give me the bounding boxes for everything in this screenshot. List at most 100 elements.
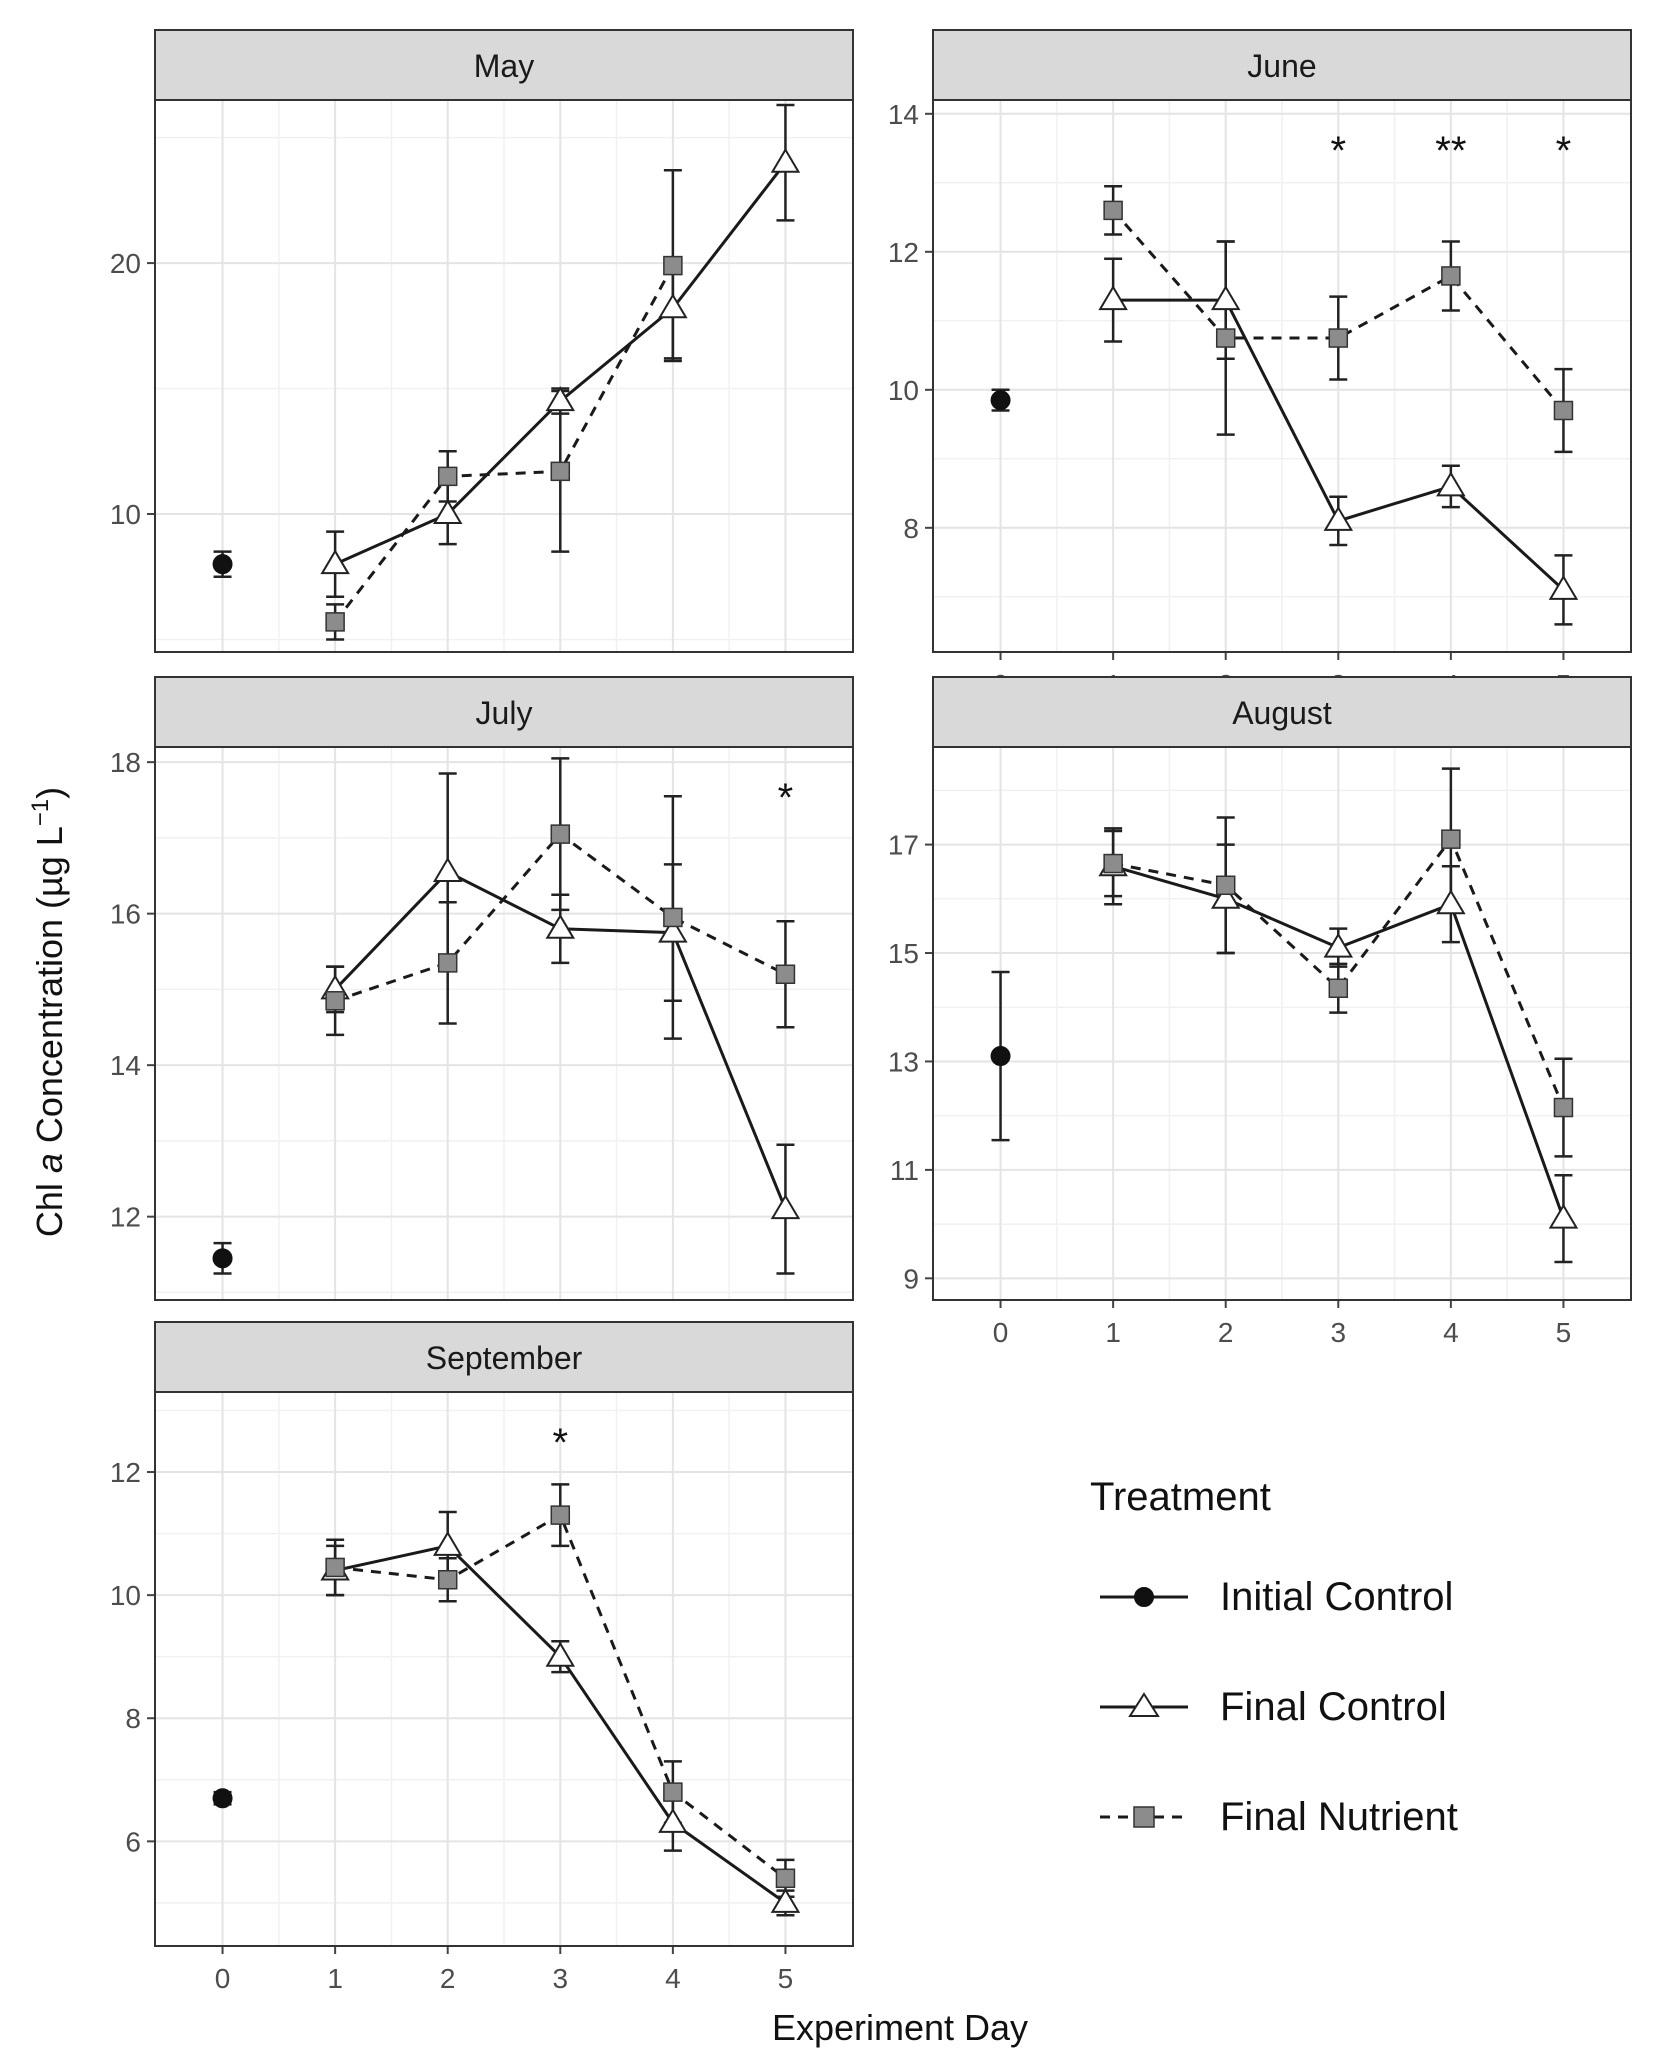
y-tick-label: 12 <box>110 1202 141 1233</box>
y-tick-label: 11 <box>890 1155 919 1186</box>
y-tick-label: 13 <box>888 1046 919 1077</box>
significance-marker: * <box>1556 129 1572 173</box>
facet-strip <box>154 676 854 748</box>
y-tick-label: 20 <box>110 248 141 279</box>
point-final-nutrient <box>1103 200 1123 221</box>
facet-title: August <box>1232 695 1332 731</box>
x-tick-label: 5 <box>1556 1317 1572 1348</box>
point-final-nutrient <box>775 1868 796 1889</box>
plot-border <box>932 746 1632 1301</box>
y-tick-label: 14 <box>110 1050 141 1081</box>
legend-label-initial-control: Initial Control <box>1220 1575 1453 1619</box>
plot-border <box>154 746 854 1301</box>
point-final-control <box>320 549 350 575</box>
y-tick-label: 10 <box>110 499 141 530</box>
legend-triangle-marker <box>1128 1692 1160 1717</box>
point-final-control <box>1436 471 1466 497</box>
point-final-nutrient <box>663 1782 683 1802</box>
facet-may: May 10 20 <box>110 29 854 653</box>
facet-june: June8101214012345**** <box>888 29 1632 700</box>
point-final-nutrient <box>437 466 458 487</box>
y-tick-label: 14 <box>888 99 919 130</box>
y-axis-title: Chl a Concentration (µg L−1) <box>27 787 70 1237</box>
point-final-nutrient <box>1215 875 1236 895</box>
point-final-control <box>1323 932 1354 958</box>
x-tick-label: 1 <box>1105 1317 1121 1348</box>
legend-square-marker <box>1133 1806 1155 1828</box>
x-tick-label: 0 <box>215 1963 231 1994</box>
point-final-control <box>770 147 801 173</box>
y-tick-label: 6 <box>125 1826 141 1857</box>
legend: Treatment Initial Control Final Control … <box>1090 1475 1458 1839</box>
y-axis-title-main: Chl <box>29 1173 70 1237</box>
point-final-nutrient <box>1328 328 1349 348</box>
point-final-nutrient <box>1215 328 1236 348</box>
facet-title: June <box>1247 48 1316 84</box>
legend-circle-marker <box>1134 1587 1154 1607</box>
x-tick-label: 2 <box>440 1963 456 1994</box>
point-final-nutrient <box>437 1569 458 1590</box>
legend-item-final-nutrient: Final Nutrient <box>1100 1795 1458 1839</box>
point-final-nutrient <box>550 824 571 844</box>
series-line-final-nutrient <box>1112 836 1565 1109</box>
point-final-control <box>545 913 576 939</box>
point-final-control <box>1210 285 1241 311</box>
point-final-nutrient <box>1553 400 1574 421</box>
x-tick-label: 4 <box>665 1963 681 1994</box>
point-final-control <box>432 1530 463 1556</box>
plot-border <box>154 99 854 653</box>
point-final-nutrient <box>325 991 345 1011</box>
facet-panels: May1020June8101214012345****July12141618… <box>110 29 1632 1994</box>
x-tick-label: 0 <box>993 1317 1009 1348</box>
x-tick-label: 2 <box>1218 1317 1234 1348</box>
facet-title: May <box>474 48 534 84</box>
legend-item-initial-control: Initial Control <box>1100 1575 1453 1619</box>
x-tick-label: 4 <box>1443 1317 1459 1348</box>
facet-strip <box>932 29 1632 101</box>
facet-strip <box>932 676 1632 748</box>
point-final-nutrient <box>325 612 345 632</box>
facet-august: August 9 11 13 15 17 0 1 2 3 4 5 <box>888 676 1632 1348</box>
point-initial-control <box>212 1788 233 1809</box>
legend-title: Treatment <box>1090 1475 1271 1519</box>
point-final-control <box>1548 574 1579 600</box>
y-tick-label: 18 <box>110 747 141 778</box>
point-final-control <box>432 499 463 524</box>
x-tick-label: 1 <box>327 1963 343 1994</box>
significance-marker: ** <box>1435 129 1466 173</box>
point-final-control <box>658 917 688 943</box>
point-initial-control <box>990 390 1011 411</box>
point-final-nutrient <box>437 953 458 973</box>
point-final-control <box>1436 889 1466 915</box>
facet-strip <box>154 1321 854 1393</box>
y-tick-label: 10 <box>888 375 919 406</box>
point-initial-control <box>212 554 233 575</box>
facet-title: September <box>426 1340 583 1376</box>
y-tick-label: 17 <box>888 830 919 861</box>
significance-marker: * <box>553 1421 569 1465</box>
x-tick-label: 3 <box>1331 1317 1347 1348</box>
point-initial-control <box>212 1248 233 1269</box>
point-initial-control <box>990 1046 1011 1067</box>
point-final-nutrient <box>1441 829 1461 849</box>
point-final-nutrient <box>775 964 796 985</box>
facet-strip <box>154 29 854 101</box>
y-tick-label: 9 <box>903 1263 919 1294</box>
y-tick-label: 15 <box>888 938 919 969</box>
point-final-control <box>658 293 688 319</box>
series-line-final-nutrient <box>1112 209 1565 412</box>
point-final-nutrient <box>550 1505 571 1525</box>
point-final-control <box>545 386 576 412</box>
legend-item-final-control: Final Control <box>1100 1685 1447 1729</box>
point-final-nutrient <box>325 1557 345 1578</box>
y-tick-label: 8 <box>125 1703 141 1734</box>
point-final-control <box>658 1807 688 1833</box>
point-final-nutrient <box>1553 1097 1574 1118</box>
point-final-nutrient <box>663 255 683 276</box>
significance-marker: * <box>778 776 794 820</box>
y-tick-label: 16 <box>110 899 141 930</box>
x-tick-label: 3 <box>553 1963 569 1994</box>
plot-border <box>932 99 1632 653</box>
